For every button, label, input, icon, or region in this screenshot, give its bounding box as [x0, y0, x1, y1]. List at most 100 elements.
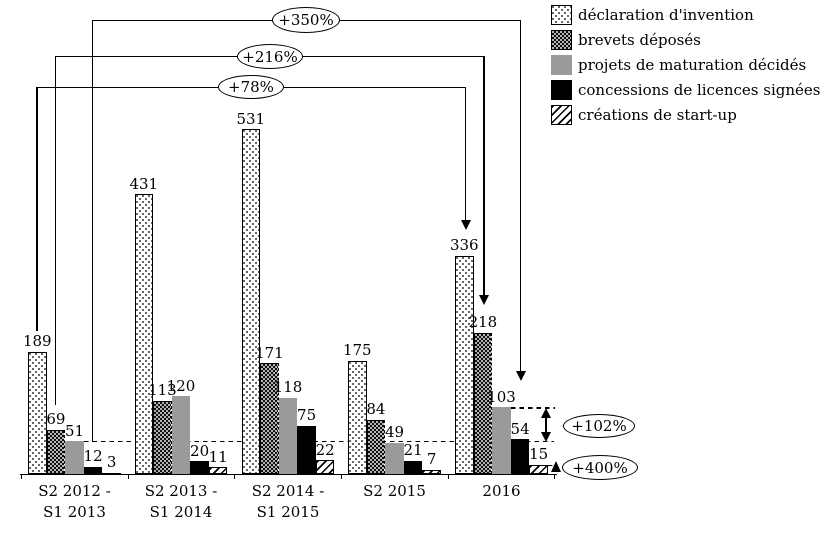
bar-value-label: 113: [148, 381, 177, 400]
checker-pattern-swatch-icon: [551, 29, 572, 50]
bar-solid-black-g2: [297, 425, 316, 475]
bar-diagonal-stripes-g4: [529, 464, 548, 475]
legend-item-label: projets de maturation décidés: [578, 55, 807, 74]
legend-item-maturation: projets de maturation décidés: [551, 54, 820, 75]
bar-dots-g0: [28, 351, 47, 475]
x-axis-category-label: 2016: [482, 482, 521, 500]
annotation-line: [36, 86, 38, 331]
annotation-oval-78: +78%: [218, 75, 284, 99]
annotation-label: +78%: [228, 78, 274, 96]
bar-value-label: 171: [255, 343, 284, 362]
x-axis-category-label: S2 2013 - S1 2014: [144, 482, 218, 521]
arrowhead-up-icon: [541, 407, 551, 418]
dashed-reference-line-51: [84, 440, 554, 443]
arrowhead-down-icon: [515, 370, 526, 381]
x-axis-category-label: S2 2012 - S1 2013: [38, 482, 111, 521]
bar-checker-g0: [46, 429, 66, 475]
bar-value-label: 3: [106, 453, 117, 471]
annotation-label: +102%: [571, 417, 627, 435]
x-axis-category-label: S2 2015: [363, 482, 426, 500]
bar-value-label: 84: [366, 400, 386, 419]
bar-checker-g4: [473, 332, 493, 475]
legend-item-declarations: déclaration d'invention: [551, 4, 820, 25]
bar-solid-gray-g3: [385, 442, 404, 475]
annotation-line: [464, 86, 467, 221]
bar-value-label: 69: [46, 410, 66, 429]
annotation-label: +350%: [278, 11, 334, 29]
bar-solid-gray-g2: [278, 397, 298, 475]
bar-value-label: 12: [83, 447, 103, 466]
bar-value-label: 431: [129, 174, 159, 193]
legend-item-label: déclaration d'invention: [578, 5, 754, 24]
double-arrow-shaft: [544, 413, 548, 439]
legend-item-label: concessions de licences signées: [578, 80, 821, 99]
x-axis-tick: [21, 474, 23, 479]
bar-solid-black-g4: [510, 439, 530, 475]
bar-value-label: 49: [384, 423, 405, 442]
legend-item-licences: concessions de licences signées: [551, 79, 820, 100]
bar-value-label: 175: [342, 341, 372, 360]
x-axis-tick: [234, 474, 236, 479]
bar-checker-g2: [260, 363, 279, 475]
annotation-line: [483, 55, 485, 296]
annotation-oval-350: +350%: [272, 7, 340, 33]
bar-diagonal-stripes-g0: [102, 472, 121, 475]
bar-dots-g1: [134, 194, 154, 475]
bar-checker-g1: [153, 400, 172, 475]
bar-solid-gray-g0: [65, 441, 84, 475]
bar-value-label: 22: [315, 440, 335, 459]
annotation-line: [91, 19, 93, 442]
x-axis-tick: [341, 474, 343, 479]
bar-value-label: 118: [273, 378, 303, 397]
annotation-oval-400: +400%: [562, 455, 638, 480]
bar-solid-black-g3: [403, 460, 423, 475]
legend-item-label: brevets déposés: [578, 30, 701, 49]
legend-item-label: créations de start-up: [578, 105, 737, 124]
bar-value-label: 189: [22, 332, 52, 351]
bar-value-label: 336: [449, 236, 479, 255]
annotation-label: +216%: [242, 47, 298, 66]
bar-value-label: 531: [236, 109, 266, 128]
x-axis-category-label: S2 2014 - S1 2015: [251, 482, 325, 521]
bar-solid-black-g1: [190, 461, 209, 475]
arrowhead-up-icon: [550, 460, 561, 472]
annotation-label: +400%: [572, 458, 628, 477]
arrowhead-down-icon: [541, 431, 551, 442]
arrowhead-down-icon: [479, 294, 489, 305]
x-axis-tick: [127, 474, 129, 479]
bar-value-label: 54: [510, 419, 530, 438]
bar-diagonal-stripes-g2: [315, 460, 335, 475]
bar-solid-gray-g4: [492, 407, 511, 475]
bar-solid-black-g0: [83, 466, 103, 475]
bar-checker-g3: [366, 419, 386, 475]
legend: déclaration d'invention brevets déposés …: [551, 4, 820, 129]
dashed-reference-line-103: [511, 407, 555, 409]
annotation-oval-216: +216%: [237, 44, 303, 69]
bar-value-label: 11: [208, 447, 228, 466]
dots-pattern-swatch-icon: [551, 4, 572, 25]
gray-swatch-icon: [551, 54, 572, 75]
bar-diagonal-stripes-g1: [208, 467, 228, 475]
bar-value-label: 21: [403, 441, 423, 460]
legend-item-brevets: brevets déposés: [551, 29, 820, 50]
bar-dots-g2: [241, 129, 261, 475]
annotation-line: [519, 19, 522, 372]
annotation-line: [54, 55, 56, 405]
bar-dots-g4: [455, 255, 474, 475]
x-axis-tick: [448, 474, 450, 479]
bar-diagonal-stripes-g3: [422, 469, 441, 475]
bar-value-label: 20: [190, 441, 210, 460]
bar-value-label: 218: [468, 313, 498, 332]
bar-value-label: 7: [426, 450, 437, 469]
bar-value-label: 103: [487, 387, 516, 406]
bar-value-label: 120: [166, 376, 196, 395]
bar-solid-gray-g1: [171, 396, 191, 475]
legend-item-startup: créations de start-up: [551, 104, 820, 125]
bar-value-label: 51: [64, 421, 85, 440]
black-swatch-icon: [551, 79, 572, 100]
bar-value-label: 15: [529, 445, 549, 464]
annotation-oval-102: +102%: [563, 414, 635, 438]
diagonal-pattern-swatch-icon: [551, 104, 572, 125]
